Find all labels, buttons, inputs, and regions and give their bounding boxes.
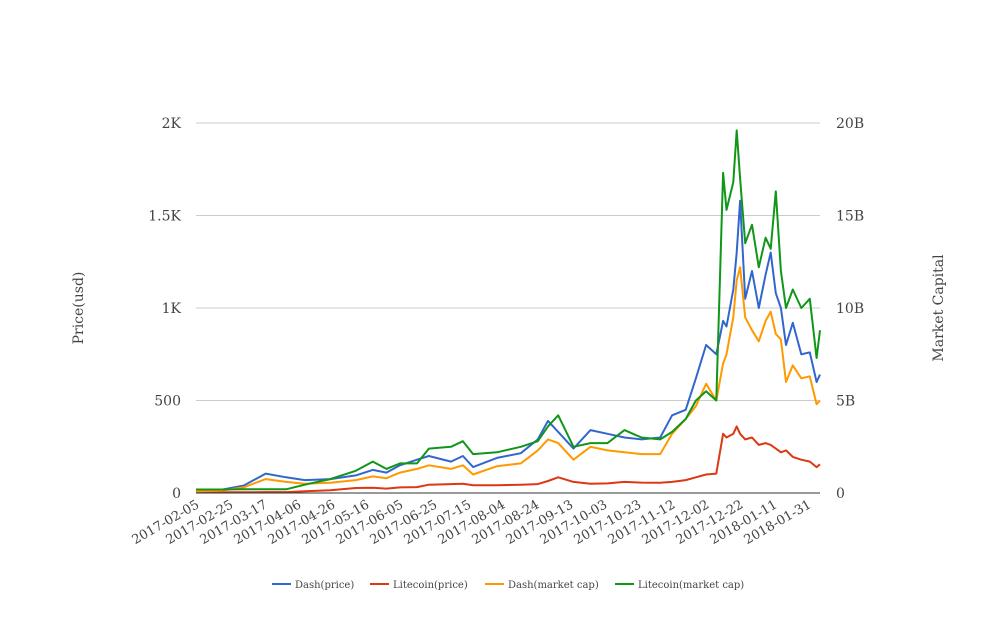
legend-item[interactable]: Litecoin(price) bbox=[370, 580, 468, 591]
y2-tick-label: 20B bbox=[836, 116, 864, 132]
x-axis: 2017-02-052017-02-252017-03-172017-04-06… bbox=[130, 497, 815, 547]
legend-item[interactable]: Litecoin(market cap) bbox=[615, 580, 744, 591]
y2-tick-label: 5B bbox=[836, 394, 855, 410]
legend-label: Dash(price) bbox=[295, 580, 354, 591]
y-tick-label: 1.5K bbox=[148, 209, 181, 225]
y2-tick-label: 15B bbox=[836, 209, 864, 225]
series-line-litecoin-price bbox=[196, 425, 821, 494]
legend-label: Litecoin(price) bbox=[393, 580, 468, 591]
y-tick-label: 0 bbox=[172, 486, 181, 502]
series-line-litecoin-market-cap bbox=[196, 129, 821, 491]
series-line-dash-price bbox=[195, 199, 821, 492]
y-axis-left: 0 500 1K 1.5K 2K bbox=[148, 116, 181, 502]
gridlines bbox=[196, 122, 820, 401]
y-axis-right: 0 5B 10B 15B 20B bbox=[836, 116, 864, 502]
legend-item[interactable]: Dash(market cap) bbox=[485, 580, 599, 591]
y2-tick-label: 10B bbox=[836, 301, 864, 317]
y-tick-label: 1K bbox=[162, 301, 182, 317]
legend-item[interactable]: Dash(price) bbox=[272, 580, 354, 591]
legend: Dash(price) Litecoin(price) Dash(market ca… bbox=[272, 580, 744, 591]
legend-label: Litecoin(market cap) bbox=[638, 580, 744, 591]
y-tick-label: 500 bbox=[154, 394, 181, 410]
legend-label: Dash(market cap) bbox=[508, 580, 599, 591]
y-axis-title: Price(usd) bbox=[71, 272, 87, 345]
y2-axis-title: Market Capital bbox=[931, 254, 947, 362]
y-tick-label: 2K bbox=[162, 116, 182, 132]
y2-tick-label: 0 bbox=[836, 486, 845, 502]
series-line-dash-market-cap bbox=[195, 266, 821, 493]
series-lines bbox=[195, 129, 821, 494]
